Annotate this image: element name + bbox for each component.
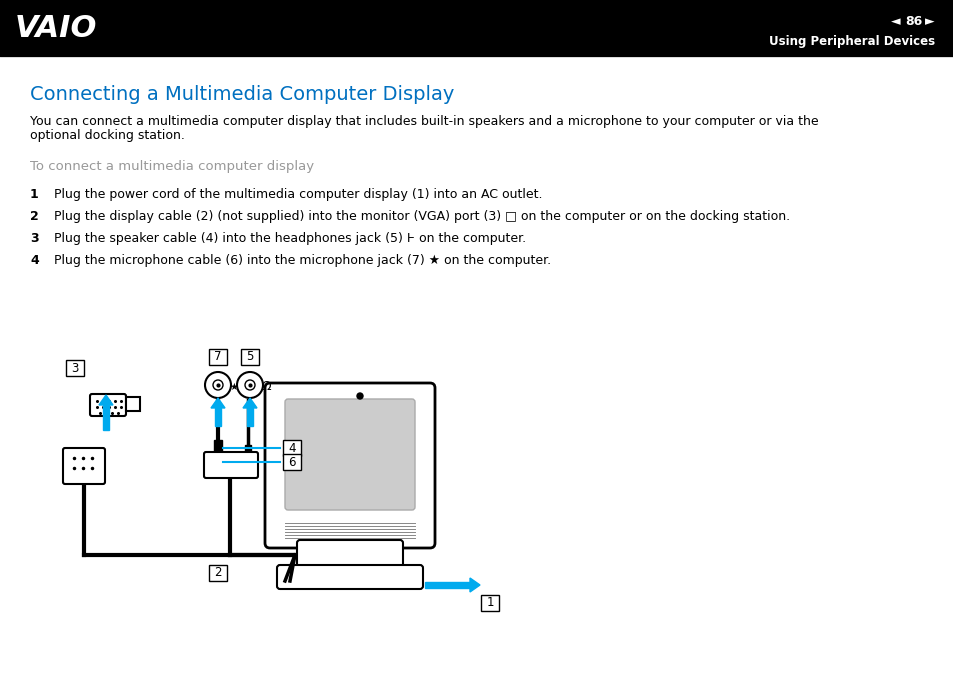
FancyBboxPatch shape (204, 452, 257, 478)
Polygon shape (99, 395, 112, 405)
FancyBboxPatch shape (265, 383, 435, 548)
Bar (241, 349, 258, 365)
FancyBboxPatch shape (276, 565, 422, 589)
Bar (126, 397, 140, 411)
Text: Plug the microphone cable (6) into the microphone jack (7) ★ on the computer.: Plug the microphone cable (6) into the m… (54, 254, 551, 267)
Bar (213, 440, 222, 454)
Text: 2: 2 (30, 210, 39, 223)
FancyBboxPatch shape (90, 394, 126, 416)
Text: 1: 1 (486, 596, 494, 609)
Bar (424, 582, 470, 588)
Circle shape (356, 393, 363, 399)
Text: 86: 86 (904, 15, 922, 28)
Text: VAIO: VAIO (15, 14, 97, 43)
Text: 7: 7 (214, 350, 221, 363)
Text: Connecting a Multimedia Computer Display: Connecting a Multimedia Computer Display (30, 85, 454, 104)
Text: 6: 6 (288, 456, 295, 468)
Text: 3: 3 (30, 232, 38, 245)
FancyBboxPatch shape (63, 448, 105, 484)
Text: Using Peripheral Devices: Using Peripheral Devices (768, 34, 934, 48)
Text: 5: 5 (246, 350, 253, 363)
Bar (480, 595, 498, 611)
Text: optional docking station.: optional docking station. (30, 129, 185, 142)
Text: Plug the power cord of the multimedia computer display (1) into an AC outlet.: Plug the power cord of the multimedia co… (54, 188, 542, 201)
Text: To connect a multimedia computer display: To connect a multimedia computer display (30, 160, 314, 173)
Bar (245, 445, 251, 457)
Bar (209, 349, 227, 365)
Polygon shape (243, 398, 256, 408)
Bar (103, 405, 109, 430)
Polygon shape (211, 398, 225, 408)
Polygon shape (470, 578, 479, 592)
Text: Ω: Ω (261, 379, 271, 392)
Text: 4: 4 (30, 254, 39, 267)
Bar (0, 0, 953, 57)
Bar (209, 565, 227, 581)
Text: ►: ► (924, 15, 934, 28)
Text: Plug the speaker cable (4) into the headphones jack (5) Ⱶ on the computer.: Plug the speaker cable (4) into the head… (54, 232, 525, 245)
Bar (66, 360, 84, 376)
FancyBboxPatch shape (285, 399, 415, 510)
Text: 4: 4 (288, 441, 295, 454)
Text: Plug the display cable (2) (not supplied) into the monitor (VGA) port (3) □ on t: Plug the display cable (2) (not supplied… (54, 210, 789, 223)
Text: ◄: ◄ (890, 15, 900, 28)
Bar (214, 408, 221, 426)
Text: 3: 3 (71, 361, 78, 375)
Bar (247, 408, 253, 426)
FancyBboxPatch shape (296, 540, 402, 576)
Text: 2: 2 (214, 567, 221, 580)
Text: You can connect a multimedia computer display that includes built-in speakers an: You can connect a multimedia computer di… (30, 115, 818, 128)
Text: 1: 1 (30, 188, 39, 201)
Bar (283, 454, 301, 470)
Text: ★: ★ (230, 382, 238, 392)
Bar (283, 440, 301, 456)
